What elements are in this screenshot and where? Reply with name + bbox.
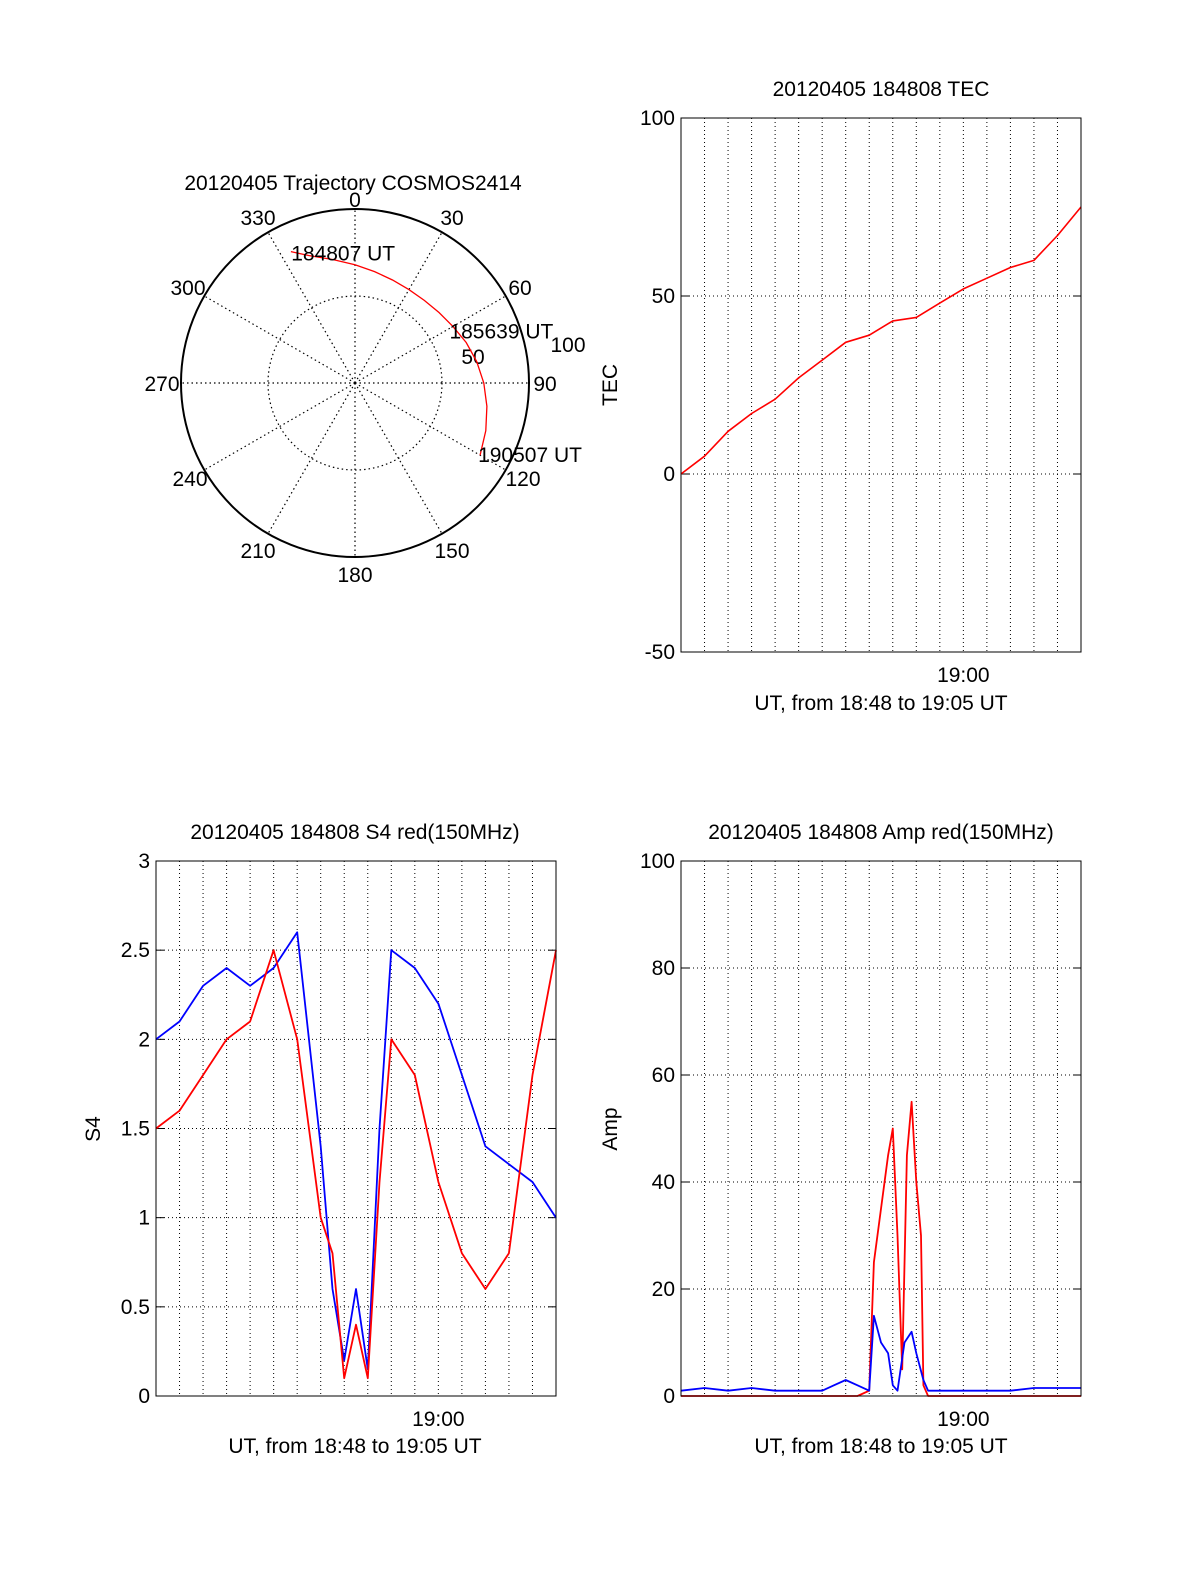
tec-title: 20120405 184808 TEC — [773, 78, 990, 101]
series-line — [155, 949, 557, 1380]
y-tick-label: -50 — [645, 641, 675, 664]
y-tick-label: 100 — [640, 107, 675, 130]
amp-plot-frame — [680, 860, 1082, 1397]
polar-angle-label: 240 — [172, 468, 207, 491]
polar-spoke — [204, 382, 356, 471]
y-tick-label: 2.5 — [121, 939, 150, 962]
y-tick-label: 0 — [138, 1385, 150, 1408]
s4-ylabel: S4 — [82, 1116, 105, 1142]
polar-annotation: 185639 UT — [449, 320, 553, 343]
s4-grid — [156, 860, 556, 1397]
y-tick-label: 0.5 — [121, 1296, 150, 1319]
tec-grid — [681, 117, 1081, 653]
polar-radius-labels: 50 100 — [461, 334, 585, 369]
polar-trajectory-line — [290, 250, 488, 456]
series-line — [680, 1314, 1081, 1392]
polar-annotation: 184807 UT — [291, 243, 395, 266]
y-tick-label: 0 — [663, 463, 675, 486]
polar-spoke — [354, 382, 443, 534]
polar-angle-label: 180 — [337, 564, 372, 587]
amp-xlabel: UT, from 18:48 to 19:05 UT — [754, 1435, 1007, 1458]
polar-angle-label: 330 — [240, 207, 275, 230]
tec-ylabel: TEC — [599, 364, 622, 406]
y-tick-label: 60 — [652, 1064, 675, 1087]
y-tick-label: 1.5 — [121, 1118, 150, 1141]
series-line — [155, 931, 557, 1371]
polar-angle-label: 60 — [508, 277, 531, 300]
tec-tick-labels: -50 0 50 100 19:00 — [640, 107, 990, 687]
polar-annotations: 184807 UT 185639 UT 190507 UT — [291, 243, 582, 468]
x-tick-label: 19:00 — [937, 664, 990, 687]
polar-angle-label: 210 — [240, 540, 275, 563]
polar-angle-label: 150 — [434, 540, 469, 563]
s4-plot-frame — [155, 860, 557, 1397]
polar-trajectory — [290, 250, 488, 456]
polar-annotation: 190507 UT — [478, 444, 582, 467]
polar-angle-label: 0 — [349, 189, 361, 212]
y-tick-label: 20 — [652, 1278, 675, 1301]
y-tick-label: 0 — [663, 1385, 675, 1408]
amp-title: 20120405 184808 Amp red(150MHz) — [708, 821, 1054, 844]
tec-plot-frame — [680, 117, 1082, 653]
x-tick-label: 19:00 — [412, 1408, 465, 1431]
amp-grid — [681, 860, 1081, 1397]
polar-radius-label: 100 — [550, 334, 585, 357]
series-line — [681, 1100, 1081, 1397]
amp-chart: 20120405 184808 Amp red(150MHz) UT, from… — [599, 821, 1082, 1458]
s4-tick-labels: 0 0.5 1 1.5 2 2.5 3 19:00 — [121, 850, 465, 1431]
y-tick-label: 3 — [138, 850, 150, 873]
amp-tick-labels: 0 20 40 60 80 100 19:00 — [640, 850, 990, 1431]
polar-spoke — [267, 232, 356, 384]
polar-outer-ring — [180, 208, 530, 558]
polar-angle-label: 30 — [440, 207, 463, 230]
tec-series — [680, 206, 1082, 475]
s4-title: 20120405 184808 S4 red(150MHz) — [190, 821, 519, 844]
tec-chart: 20120405 184808 TEC UT, from 18:48 to 19… — [599, 78, 1082, 715]
y-tick-label: 2 — [138, 1028, 150, 1051]
polar-spoke — [204, 295, 356, 384]
amp-series — [680, 1100, 1081, 1397]
y-tick-label: 50 — [652, 285, 675, 308]
polar-spoke — [354, 232, 443, 384]
y-tick-label: 40 — [652, 1171, 675, 1194]
polar-spoke — [354, 295, 506, 384]
y-tick-label: 80 — [652, 957, 675, 980]
tec-xlabel: UT, from 18:48 to 19:05 UT — [754, 692, 1007, 715]
s4-series — [155, 931, 557, 1380]
y-tick-label: 1 — [138, 1207, 150, 1230]
amp-ylabel: Amp — [599, 1107, 622, 1150]
polar-title: 20120405 Trajectory COSMOS2414 — [184, 172, 522, 195]
series-line — [680, 206, 1082, 475]
polar-angle-label: 300 — [170, 277, 205, 300]
polar-angle-label: 120 — [505, 468, 540, 491]
x-tick-label: 19:00 — [937, 1408, 990, 1431]
s4-xlabel: UT, from 18:48 to 19:05 UT — [228, 1435, 481, 1458]
s4-chart: 20120405 184808 S4 red(150MHz) UT, from … — [82, 821, 557, 1458]
polar-angle-labels: 0 30 60 90 120 150 180 210 240 270 300 330 — [144, 189, 556, 587]
polar-grid — [180, 208, 530, 558]
polar-radius-label: 50 — [461, 346, 484, 369]
polar-angle-label: 270 — [144, 373, 179, 396]
polar-spoke — [267, 382, 356, 534]
polar-spoke — [354, 382, 506, 471]
polar-trajectory-chart: 20120405 Trajectory COSMOS2414 0 30 60 90 12… — [144, 172, 585, 587]
polar-angle-label: 90 — [533, 373, 556, 396]
y-tick-label: 100 — [640, 850, 675, 873]
